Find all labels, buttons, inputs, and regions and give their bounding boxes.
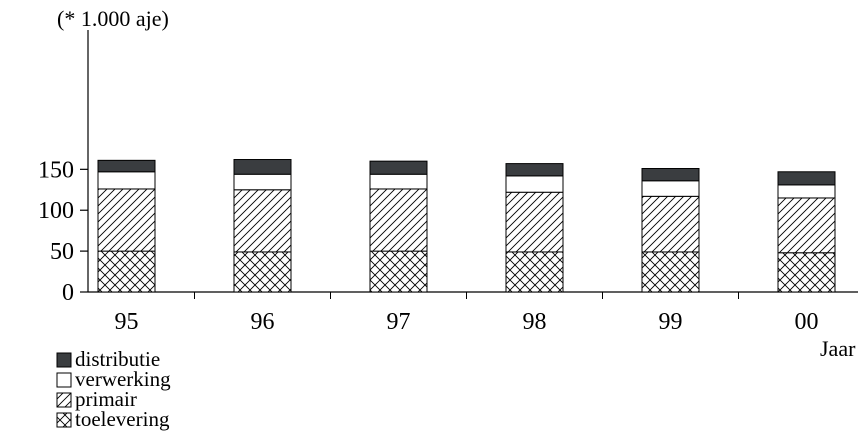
bar-segment-verwerking-97 (369, 173, 428, 190)
bar-segment-verwerking-98 (505, 175, 564, 193)
bars (97, 159, 836, 293)
bar-segment-verwerking-96 (233, 173, 292, 191)
bar-segment-toelevering-00 (777, 252, 836, 293)
bar-segment-primair-97 (369, 188, 428, 252)
legend-label-distributie: distributie (75, 347, 160, 371)
y-unit-label: (* 1.000 aje) (57, 6, 169, 31)
x-tick-label: 99 (659, 309, 683, 335)
bar-segment-toelevering-99 (641, 251, 700, 293)
bar-segment-primair-99 (641, 195, 700, 253)
bar-segment-distributie-99 (641, 168, 700, 182)
axes (80, 30, 858, 299)
bar-segment-toelevering-98 (505, 251, 564, 293)
bar-segment-primair-98 (505, 191, 564, 253)
bar-segment-distributie-95 (97, 159, 156, 173)
x-tick-label: 95 (115, 309, 139, 335)
legend-label-verwerking: verwerking (75, 367, 171, 391)
x-tick-label: 00 (795, 309, 819, 335)
x-tick-label: 96 (251, 309, 275, 335)
legend-swatch-verwerking (56, 372, 72, 388)
x-tick-label: 98 (523, 309, 547, 335)
bar-segment-toelevering-95 (97, 250, 156, 293)
bar-segment-verwerking-95 (97, 171, 156, 190)
y-tick-label: 100 (38, 198, 74, 224)
bar-segment-verwerking-99 (641, 180, 700, 197)
legend-swatch-primair (56, 392, 72, 408)
bar-segment-distributie-97 (369, 160, 428, 175)
bar-segment-toelevering-97 (369, 250, 428, 293)
bar-segment-primair-95 (97, 188, 156, 252)
tick-labels: 0 50 100 150 95 96 97 98 99 00 (38, 157, 819, 335)
legend-label-primair: primair (75, 387, 137, 411)
legend-swatch-distributie (56, 352, 72, 368)
bar-segment-primair-00 (777, 197, 836, 254)
legend-label-toelevering: toelevering (75, 407, 170, 431)
bar-segment-toelevering-96 (233, 251, 292, 293)
bar-segment-primair-96 (233, 189, 292, 253)
x-axis-label: Jaar (820, 336, 856, 361)
bar-segment-verwerking-00 (777, 184, 836, 199)
y-tick-label: 50 (50, 239, 74, 265)
bar-segment-distributie-96 (233, 159, 292, 175)
bar-segment-distributie-98 (505, 163, 564, 177)
x-tick-label: 97 (387, 309, 411, 335)
bar-segment-distributie-00 (777, 171, 836, 186)
y-tick-label: 0 (62, 280, 74, 306)
y-tick-label: 150 (38, 157, 74, 183)
legend-swatch-toelevering (56, 412, 72, 428)
